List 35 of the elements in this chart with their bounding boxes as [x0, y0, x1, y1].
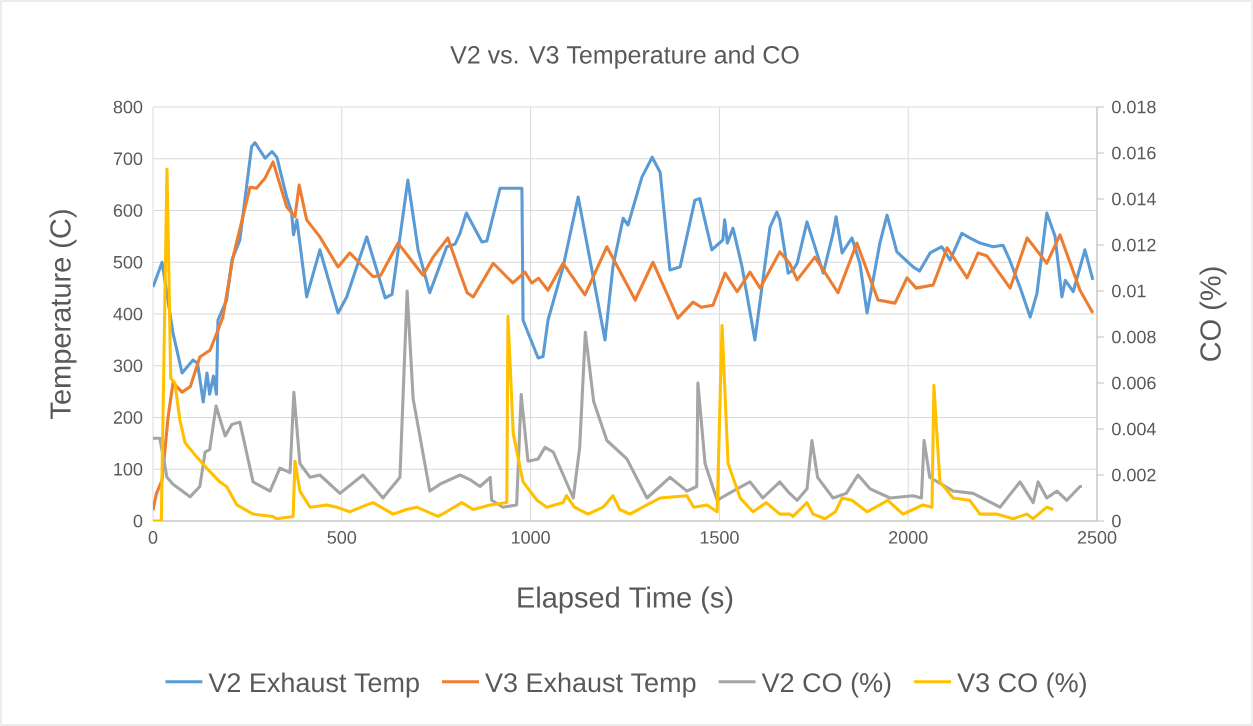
- x-tick-label: 0: [148, 531, 158, 544]
- y2-tick-label: 0.018: [1112, 100, 1156, 114]
- y-tick-label: 300: [113, 359, 143, 373]
- x-tick-label: 2500: [1077, 531, 1117, 544]
- legend-label: V2 CO (%): [761, 672, 891, 698]
- y2-tick-label: 0.016: [1112, 146, 1156, 160]
- chart-title: V2 vs. V3 Temperature and CO: [450, 45, 799, 69]
- x-tick-label: 2000: [889, 531, 928, 544]
- x-tick-label: 500: [327, 531, 357, 544]
- y-tick-label: 700: [113, 152, 143, 166]
- y-tick-label: 400: [113, 307, 143, 321]
- y2-tick-label: 0.008: [1112, 330, 1156, 344]
- legend-label: V3 Exhaust Temp: [485, 672, 696, 698]
- y-tick-label: 800: [113, 100, 143, 114]
- y2-tick-label: 0.006: [1112, 376, 1156, 390]
- y-tick-label: 200: [113, 411, 143, 424]
- line-series: [153, 141, 1095, 404]
- y-axis-title: Temperature (C): [49, 210, 77, 419]
- x-tick-label: 1000: [511, 531, 550, 544]
- y-tick-label: 100: [114, 462, 143, 476]
- y2-tick-label: 0.004: [1112, 422, 1156, 436]
- x-axis-title: Elapsed Time (s): [518, 586, 733, 614]
- y-tick-label: 600: [113, 204, 143, 217]
- y-tick-label: 500: [113, 255, 143, 269]
- y2-tick-label: 0.012: [1112, 238, 1156, 252]
- y2-axis-title: CO (%): [1199, 267, 1227, 361]
- y2-tick-label: 0.002: [1112, 468, 1156, 482]
- legend-label: V2 Exhaust Temp: [208, 672, 419, 698]
- legend-label: V3 CO (%): [957, 672, 1086, 698]
- y2-tick-label: 0.014: [1112, 192, 1156, 206]
- y-tick-label: 0: [133, 514, 143, 528]
- y2-tick-label: 0: [1112, 514, 1121, 528]
- line-series: [153, 289, 1084, 509]
- y2-tick-label: 0.01: [1112, 284, 1146, 298]
- x-tick-label: 1500: [700, 531, 739, 544]
